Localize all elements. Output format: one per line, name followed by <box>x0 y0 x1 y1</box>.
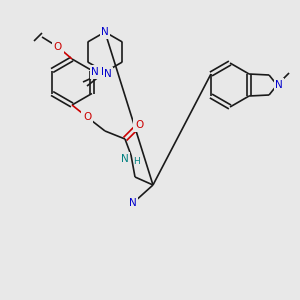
Text: O: O <box>135 120 143 130</box>
Text: N: N <box>121 154 129 164</box>
Text: O: O <box>54 42 62 52</box>
Text: O: O <box>83 112 91 122</box>
Text: N: N <box>275 80 283 90</box>
Text: H: H <box>133 157 140 166</box>
Text: N: N <box>101 67 109 77</box>
Text: N: N <box>129 198 137 208</box>
Text: N: N <box>91 67 99 77</box>
Text: N: N <box>104 69 112 79</box>
Text: N: N <box>101 27 109 37</box>
